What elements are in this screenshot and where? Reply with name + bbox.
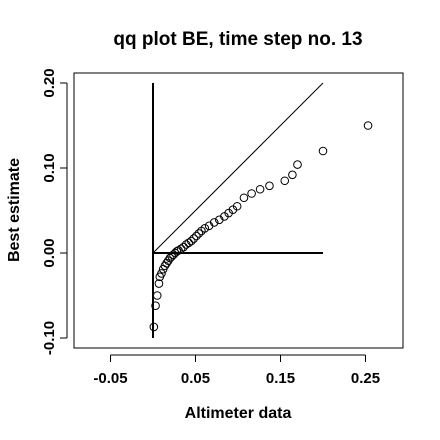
data-point [255, 184, 265, 194]
y-axis-label: Best estimate [6, 158, 23, 262]
data-point [200, 224, 210, 233]
y-tick-label: -0.10 [41, 321, 58, 355]
data-point [209, 218, 219, 227]
data-point [232, 201, 242, 211]
data-point [149, 322, 159, 332]
data-point [239, 193, 249, 203]
data-point [288, 170, 297, 180]
x-tick-label: 0.25 [351, 370, 380, 387]
x-tick-label: -0.05 [93, 370, 127, 387]
data-point [184, 238, 193, 248]
y-tick-label: 0.20 [41, 68, 58, 97]
reference-line-identity [152, 82, 324, 254]
data-point [318, 146, 328, 156]
data-point [293, 160, 302, 169]
x-axis-label: Altimeter data [185, 405, 292, 422]
data-point [172, 247, 182, 256]
x-tick-label: 0.15 [266, 370, 295, 387]
data-point [154, 279, 164, 288]
data-point [192, 231, 201, 241]
data-point [363, 121, 373, 130]
data-point [265, 181, 274, 191]
x-tick-label: 0.05 [181, 370, 210, 387]
x-axis: -0.05 0.05 0.15 0.25 [93, 354, 380, 387]
data-point [176, 244, 186, 254]
data-point [152, 291, 162, 300]
y-axis: -0.10 0.00 0.10 0.20 [41, 68, 68, 355]
reference-lines [152, 82, 324, 338]
chart-title: qq plot BE, time step no. 13 [113, 29, 362, 50]
data-point [280, 176, 290, 186]
data-point [186, 236, 196, 246]
data-point [247, 189, 256, 198]
y-tick-label: 0.00 [41, 238, 58, 267]
data-point [189, 234, 199, 243]
data-point [151, 301, 160, 311]
data-points [149, 121, 373, 332]
y-tick-label: 0.10 [41, 153, 58, 182]
data-point [194, 229, 204, 238]
data-point [157, 269, 166, 278]
data-point [179, 242, 188, 252]
plot-frame [73, 72, 404, 349]
